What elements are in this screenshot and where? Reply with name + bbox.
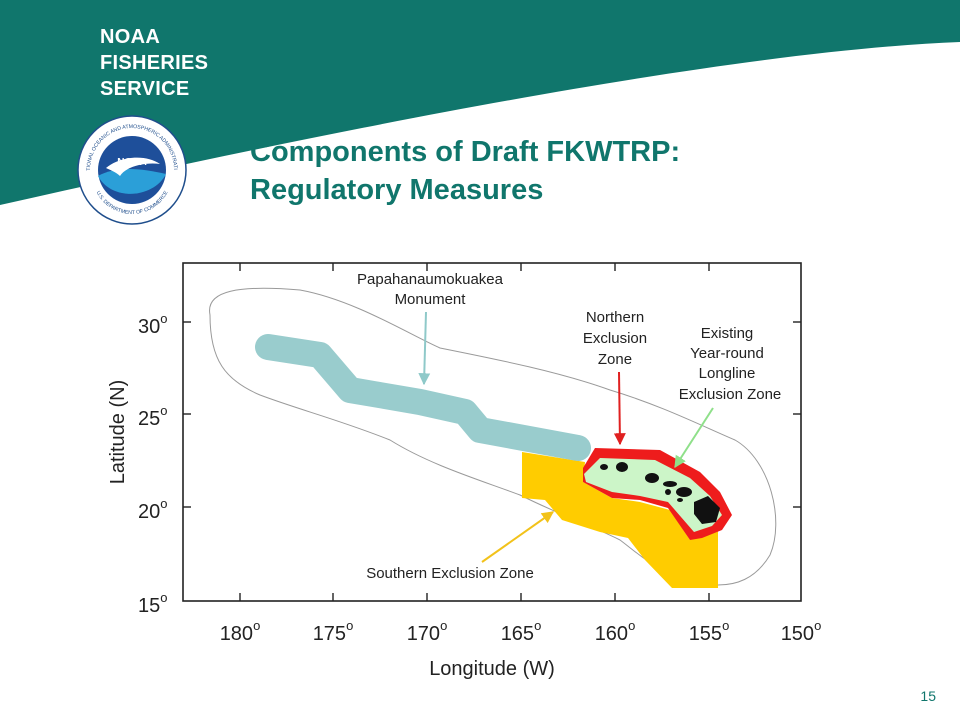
x-tick-label-150: 150o [781, 618, 822, 645]
northern-zone-label-line1: Northern [586, 309, 644, 326]
existing-zone-label-line3: Longline [699, 365, 756, 382]
y-tick-label-15: 15o [138, 590, 167, 617]
papahanaumokuakea-monument-band [255, 334, 591, 461]
slide-title-line1: Components of Draft FKWTRP: [250, 136, 681, 168]
slide-title-line2: Regulatory Measures [250, 174, 544, 206]
y-tick-label-25: 25o [138, 403, 167, 430]
brand-line-service: SERVICE [100, 78, 190, 100]
eez-boundary-outline [209, 287, 777, 586]
plot-frame [182, 262, 802, 602]
noaa-logo: NOAA NATIONAL OCEANIC AND ATMOSPHERIC AD… [76, 114, 187, 225]
hawaiian-islands [600, 462, 720, 524]
y-axis-label: Latitude (N) [107, 380, 129, 485]
monument-label-line1: Papahanaumokuakea [357, 271, 504, 288]
y-tick-label-20: 20o [138, 496, 167, 523]
x-tick-label-165: 165o [501, 618, 542, 645]
brand-line-fisheries: FISHERIES [100, 52, 209, 74]
existing-longline-exclusion-zone [584, 458, 722, 532]
existing-zone-arrow [674, 407, 714, 469]
x-tick-label-175: 175o [313, 618, 354, 645]
island-niihau [600, 464, 608, 470]
y-tick-label-30: 30o [138, 311, 167, 338]
x-tick-label-160: 160o [595, 618, 636, 645]
tick-marks [183, 263, 801, 601]
island-hawaii [694, 496, 720, 524]
southern-exclusion-zone [522, 452, 718, 588]
northern-zone-label-line3: Zone [598, 351, 632, 368]
island-kahoolawe [677, 498, 683, 502]
logo-center-text: NOAA [117, 157, 146, 168]
monument-arrow [418, 311, 431, 386]
island-maui [676, 487, 692, 497]
brand-line-noaa: NOAA [100, 26, 161, 48]
northern-zone-label-line2: Exclusion [583, 330, 647, 347]
southern-zone-label: Southern Exclusion Zone [366, 565, 534, 582]
southern-zone-arrow [481, 511, 554, 563]
island-oahu [645, 473, 659, 483]
northern-zone-arrow [613, 371, 626, 446]
existing-zone-label-line1: Existing [701, 325, 754, 342]
island-molokai [663, 481, 677, 487]
existing-zone-label-line2: Year-round [690, 345, 764, 362]
page-number: 15 [920, 688, 936, 704]
x-axis-label: Longitude (W) [429, 658, 555, 680]
x-tick-label-170: 170o [407, 618, 448, 645]
existing-zone-label-line4: Exclusion Zone [679, 386, 782, 403]
island-kauai [616, 462, 628, 472]
monument-label-line2: Monument [395, 291, 467, 308]
x-tick-label-155: 155o [689, 618, 730, 645]
x-tick-label-180: 180o [220, 618, 261, 645]
island-lanai [665, 489, 671, 495]
